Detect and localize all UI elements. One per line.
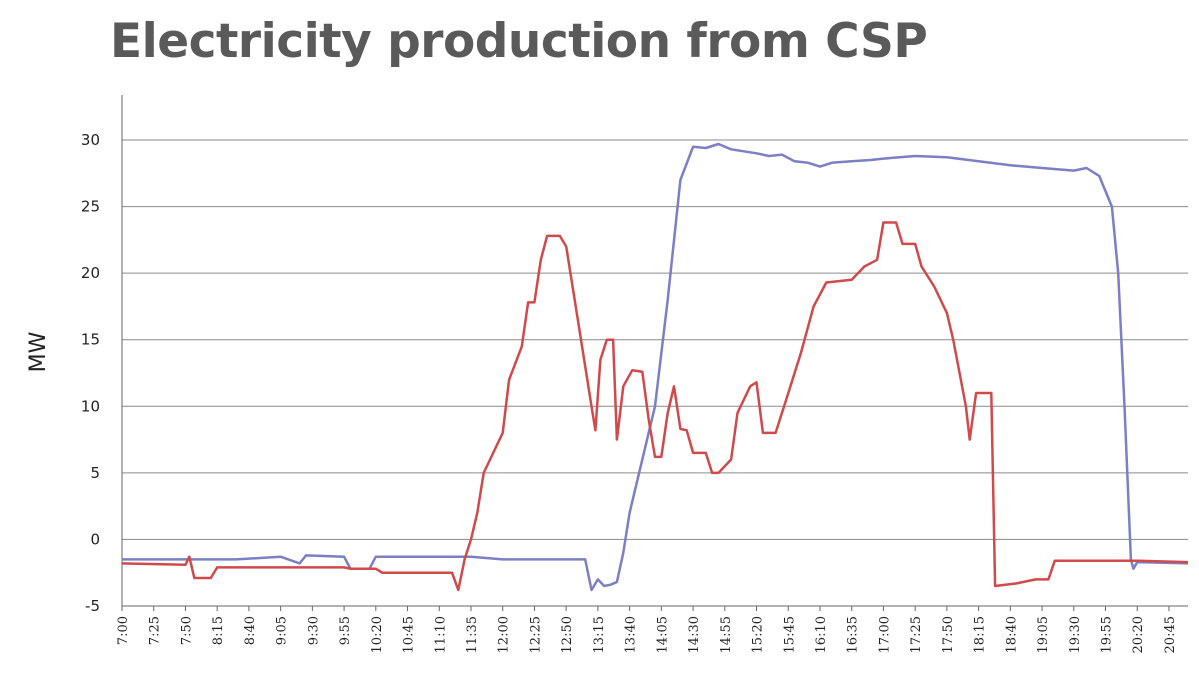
chart-title: Electricity production from CSP <box>110 14 928 69</box>
x-tick-label: 9:05 <box>275 616 290 645</box>
axes <box>121 95 1188 607</box>
x-tick-label: 18:40 <box>1004 616 1019 653</box>
x-tick-label: 19:30 <box>1068 616 1083 653</box>
y-tick-label: 15 <box>81 331 100 349</box>
x-tick-label: 11:10 <box>433 616 448 653</box>
x-tick-label: 15:20 <box>751 616 766 653</box>
x-tick-label: 14:55 <box>719 616 734 653</box>
x-tick-labels: 7:00 7:25 7:50 8:15 8:40 9:05 9:30 9:55 10:20 10:… <box>116 606 1178 653</box>
x-tick-label: 7:50 <box>179 616 194 645</box>
x-tick-label: 12:50 <box>560 616 575 653</box>
x-tick-label: 17:50 <box>941 616 956 653</box>
series-line-1 <box>122 142 1189 592</box>
x-tick-label: 16:35 <box>846 616 861 653</box>
x-tick-label: 9:55 <box>338 616 353 645</box>
y-tick-label: 0 <box>90 530 100 548</box>
x-tick-label: 11:35 <box>465 616 480 653</box>
x-tick-label: 14:30 <box>687 616 702 653</box>
x-tick-label: 8:15 <box>211 616 226 645</box>
series-line-2 <box>121 221 1189 592</box>
x-tick-label: 18:15 <box>973 616 988 653</box>
x-tick-label: 12:00 <box>497 616 512 653</box>
x-tick-label: 7:25 <box>148 616 163 645</box>
x-tick-label: 20:20 <box>1131 616 1146 653</box>
x-tick-label: 9:30 <box>306 616 321 645</box>
y-tick-labels: 30 25 20 15 10 5 0 -5 <box>81 131 100 615</box>
y-axis-label: MW <box>26 331 51 372</box>
x-tick-label: 13:40 <box>624 616 639 653</box>
x-tick-label: 8:40 <box>243 616 258 645</box>
x-tick-label: 17:25 <box>909 616 924 653</box>
y-tick-label: 25 <box>81 198 100 216</box>
gridlines <box>122 139 1188 540</box>
x-tick-label: 17:00 <box>877 616 892 653</box>
x-tick-label: 19:55 <box>1100 616 1115 653</box>
y-tick-label: 30 <box>81 131 100 149</box>
y-tick-label: 5 <box>90 464 100 482</box>
y-tick-label: -5 <box>85 597 100 615</box>
x-tick-label: 20:45 <box>1163 616 1178 653</box>
x-tick-label: 10:20 <box>370 616 385 653</box>
y-tick-label: 20 <box>81 264 100 282</box>
x-tick-label: 10:45 <box>402 616 417 653</box>
x-tick-label: 13:15 <box>592 616 607 653</box>
x-tick-label: 15:45 <box>782 616 797 653</box>
x-tick-label: 14:05 <box>655 616 670 653</box>
x-tick-label: 7:00 <box>116 616 131 645</box>
series-lines <box>121 142 1189 592</box>
x-tick-label: 16:10 <box>814 616 829 653</box>
x-tick-label: 19:05 <box>1036 616 1051 653</box>
x-tick-label: 12:25 <box>528 616 543 653</box>
y-tick-label: 10 <box>81 397 100 415</box>
